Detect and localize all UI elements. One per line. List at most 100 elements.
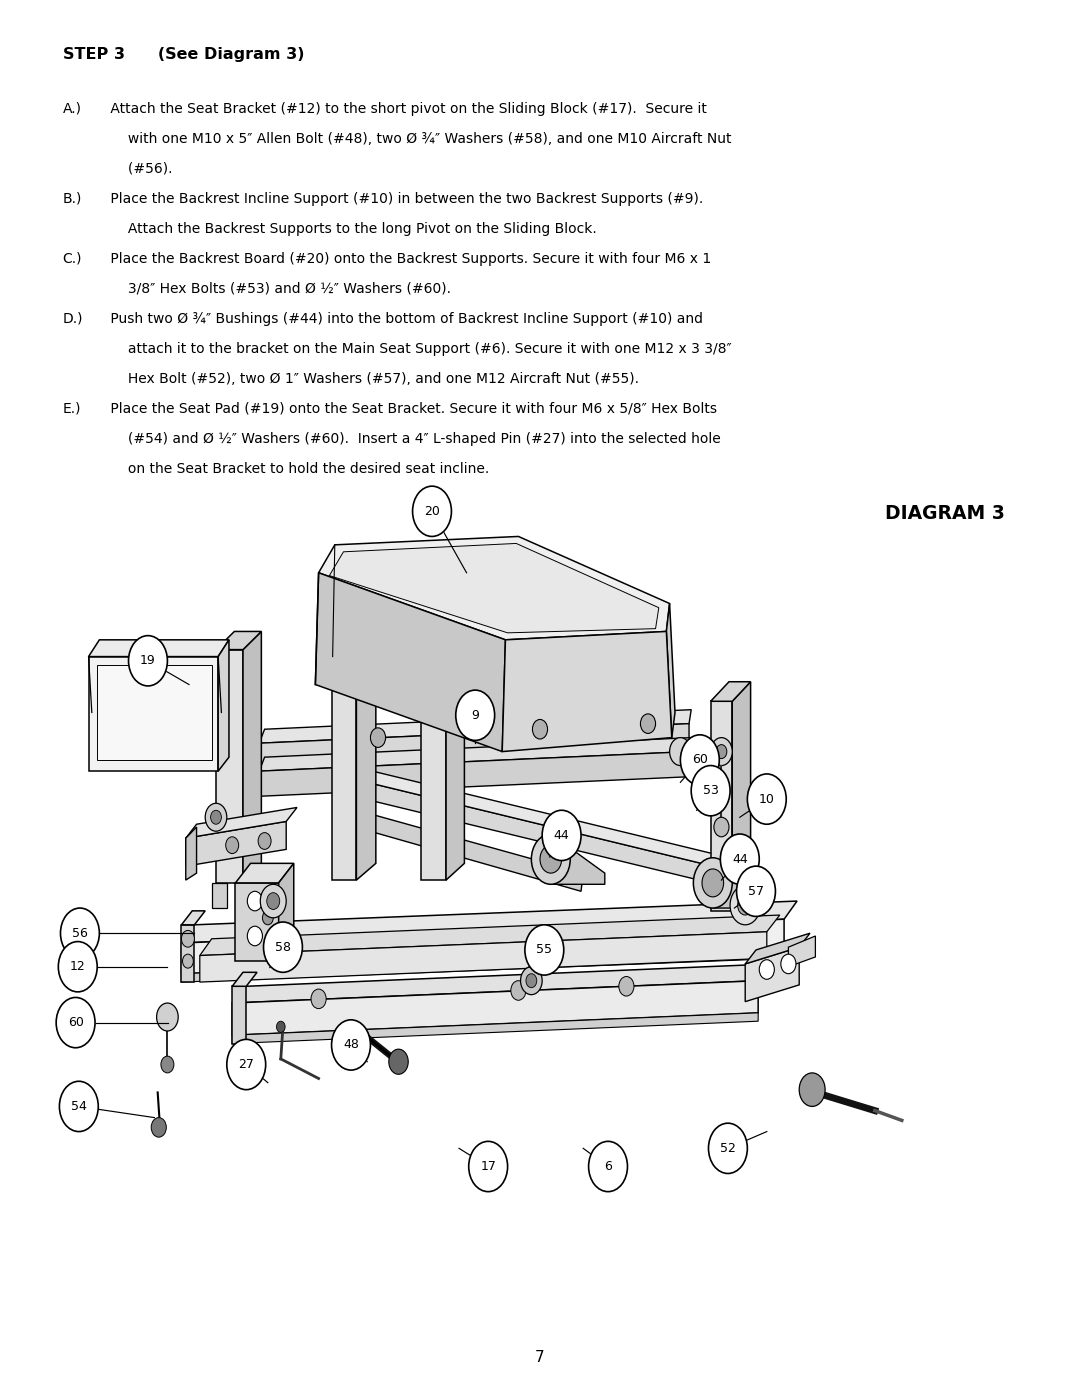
Polygon shape	[332, 643, 356, 880]
Polygon shape	[279, 863, 294, 961]
Polygon shape	[319, 536, 670, 640]
Circle shape	[526, 974, 537, 988]
Text: 55: 55	[537, 943, 552, 957]
Polygon shape	[181, 901, 797, 943]
Text: C.): C.)	[63, 251, 82, 265]
Polygon shape	[788, 936, 815, 967]
Polygon shape	[181, 919, 784, 974]
Text: STEP 3: STEP 3	[63, 47, 124, 63]
Polygon shape	[329, 543, 659, 633]
Circle shape	[151, 1118, 166, 1137]
Text: attach it to the bracket on the Main Seat Support (#6). Secure it with one M12 x: attach it to the bracket on the Main Sea…	[106, 342, 731, 356]
Circle shape	[58, 942, 97, 992]
Text: 54: 54	[71, 1099, 86, 1113]
Polygon shape	[745, 947, 799, 1002]
Circle shape	[670, 738, 691, 766]
Text: Attach the Backrest Supports to the long Pivot on the Sliding Block.: Attach the Backrest Supports to the long…	[106, 222, 596, 236]
Circle shape	[332, 1020, 370, 1070]
Polygon shape	[713, 858, 767, 908]
Circle shape	[264, 922, 302, 972]
Text: 20: 20	[424, 504, 440, 518]
Polygon shape	[332, 622, 440, 643]
Text: A.): A.)	[63, 102, 82, 116]
Circle shape	[129, 636, 167, 686]
Polygon shape	[446, 622, 464, 880]
Circle shape	[247, 926, 262, 946]
Polygon shape	[186, 827, 197, 880]
Circle shape	[693, 858, 732, 908]
Text: 12: 12	[70, 960, 85, 974]
Circle shape	[247, 891, 262, 911]
Circle shape	[389, 1049, 408, 1074]
Text: 44: 44	[554, 828, 569, 842]
Circle shape	[276, 1021, 285, 1032]
Polygon shape	[259, 749, 689, 777]
Polygon shape	[732, 682, 751, 911]
Circle shape	[532, 719, 548, 739]
Circle shape	[262, 911, 273, 925]
Polygon shape	[235, 863, 294, 883]
Circle shape	[521, 967, 542, 995]
Circle shape	[456, 690, 495, 740]
Text: Attach the Seat Bracket (#12) to the short pivot on the Sliding Block (#17).  Se: Attach the Seat Bracket (#12) to the sho…	[106, 102, 706, 116]
Circle shape	[311, 989, 326, 1009]
Polygon shape	[216, 650, 243, 883]
Polygon shape	[186, 807, 297, 838]
Polygon shape	[243, 631, 261, 883]
Circle shape	[211, 810, 221, 824]
Text: 27: 27	[239, 1058, 254, 1071]
Polygon shape	[367, 771, 718, 866]
Circle shape	[716, 745, 727, 759]
Circle shape	[56, 997, 95, 1048]
Circle shape	[370, 728, 386, 747]
Circle shape	[542, 810, 581, 861]
Text: on the Seat Bracket to hold the desired seat incline.: on the Seat Bracket to hold the desired …	[106, 462, 489, 476]
Circle shape	[205, 803, 227, 831]
Circle shape	[720, 834, 759, 884]
Text: Place the Seat Pad (#19) onto the Seat Bracket. Secure it with four M6 x 5/8″ He: Place the Seat Pad (#19) onto the Seat B…	[106, 402, 717, 416]
Circle shape	[227, 1039, 266, 1090]
Polygon shape	[259, 710, 691, 743]
Circle shape	[157, 1003, 178, 1031]
Circle shape	[691, 766, 730, 816]
Polygon shape	[218, 640, 229, 771]
Circle shape	[711, 738, 732, 766]
Polygon shape	[200, 915, 780, 956]
Circle shape	[531, 834, 570, 884]
Circle shape	[714, 817, 729, 837]
Text: D.): D.)	[63, 312, 83, 326]
Circle shape	[730, 886, 760, 925]
Text: 52: 52	[720, 1141, 735, 1155]
Text: with one M10 x 5″ Allen Bolt (#48), two Ø ¾″ Washers (#58), and one M10 Aircraft: with one M10 x 5″ Allen Bolt (#48), two …	[106, 131, 731, 145]
Text: Hex Bolt (#52), two Ø 1″ Washers (#57), and one M12 Aircraft Nut (#55).: Hex Bolt (#52), two Ø 1″ Washers (#57), …	[106, 372, 639, 386]
Circle shape	[267, 893, 280, 909]
Circle shape	[680, 735, 719, 785]
Polygon shape	[97, 665, 212, 760]
Circle shape	[413, 486, 451, 536]
Polygon shape	[502, 631, 672, 752]
Text: B.): B.)	[63, 191, 82, 205]
Text: (#54) and Ø ½″ Washers (#60).  Insert a 4″ L-shaped Pin (#27) into the selected : (#54) and Ø ½″ Washers (#60). Insert a 4…	[106, 432, 720, 446]
Text: 60: 60	[692, 753, 707, 767]
Polygon shape	[181, 950, 784, 982]
Polygon shape	[181, 925, 194, 982]
Text: 19: 19	[140, 654, 156, 668]
Circle shape	[540, 845, 562, 873]
Polygon shape	[259, 738, 691, 771]
Polygon shape	[666, 604, 675, 738]
Text: 9: 9	[471, 708, 480, 722]
Circle shape	[226, 837, 239, 854]
Circle shape	[759, 960, 774, 979]
Polygon shape	[232, 964, 772, 1003]
Circle shape	[640, 714, 656, 733]
Text: (#56).: (#56).	[106, 162, 173, 176]
Polygon shape	[232, 981, 758, 1035]
Text: 7: 7	[536, 1351, 544, 1365]
Circle shape	[619, 977, 634, 996]
Polygon shape	[235, 883, 279, 961]
Polygon shape	[232, 1013, 758, 1044]
Circle shape	[60, 908, 99, 958]
Polygon shape	[212, 883, 227, 908]
Text: 58: 58	[275, 940, 291, 954]
Circle shape	[738, 895, 753, 915]
